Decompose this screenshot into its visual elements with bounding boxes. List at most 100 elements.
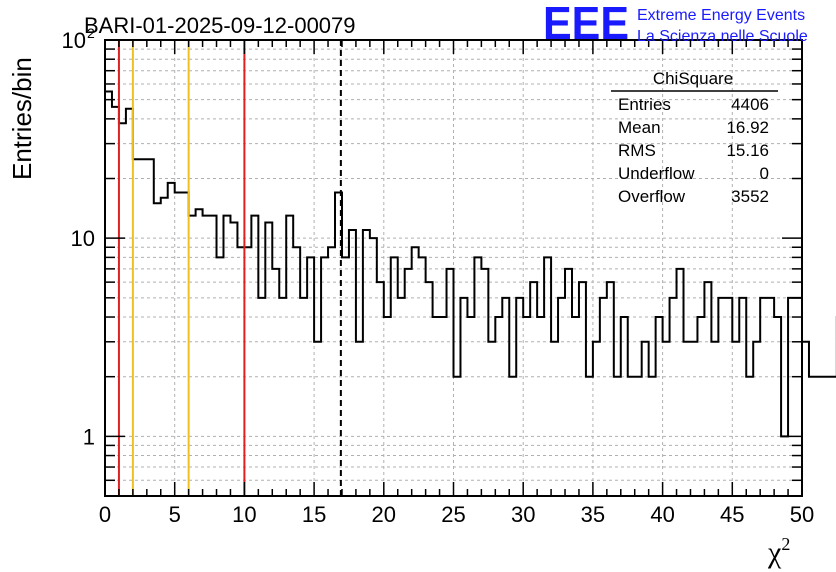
histogram-bar	[196, 209, 203, 496]
stats-title: ChiSquare	[653, 69, 733, 88]
histogram-bar	[119, 123, 126, 496]
histogram-bar	[244, 247, 251, 496]
histogram-bar	[767, 298, 774, 496]
histogram-bar	[265, 222, 272, 496]
histogram-bar	[704, 282, 711, 496]
x-axis-symbol: χ	[767, 536, 782, 569]
histogram-bar	[460, 298, 467, 496]
histogram-bar	[565, 269, 572, 496]
histogram-bar	[112, 107, 119, 496]
histogram-bar	[293, 247, 300, 496]
stats-rms-label: RMS	[618, 141, 656, 160]
histogram-bar	[126, 109, 133, 496]
histogram-bar	[412, 247, 419, 496]
histogram-bar	[809, 377, 816, 496]
histogram-bar	[398, 298, 405, 496]
histogram-bar	[363, 230, 370, 496]
marker-lines	[117, 40, 342, 496]
histogram-bar	[467, 317, 474, 496]
histogram-bar	[579, 282, 586, 496]
histogram-bar	[314, 342, 321, 496]
histogram-bar	[816, 377, 823, 496]
y-tick-label: 10	[71, 226, 95, 251]
histogram-bar	[677, 269, 684, 496]
stats-mean-label: Mean	[618, 118, 661, 137]
histogram-bar	[621, 317, 628, 496]
histogram-bar	[670, 298, 677, 496]
stats-entries-value: 4406	[731, 95, 769, 114]
x-tick-label: 0	[99, 502, 111, 527]
histogram-bar	[732, 342, 739, 496]
histogram-bar	[551, 342, 558, 496]
stats-box: ChiSquare Entries 4406 Mean 16.92 RMS 15…	[611, 69, 778, 206]
x-tick-label: 50	[790, 502, 814, 527]
x-tick-label: 40	[650, 502, 674, 527]
histogram-bar	[440, 317, 447, 496]
logo-line2: La Scienza nelle Scuole	[637, 28, 808, 45]
histogram-bar	[558, 298, 565, 496]
x-tick-label: 10	[232, 502, 256, 527]
stats-overflow-label: Overflow	[618, 187, 686, 206]
histogram-bar	[739, 298, 746, 496]
y-axis-label: Entries/bin	[7, 57, 37, 180]
y-tick-label-superscript: 2	[87, 25, 95, 41]
histogram-bar	[718, 298, 725, 496]
histogram-bar	[495, 317, 502, 496]
x-tick-label: 25	[441, 502, 465, 527]
histogram-bar	[237, 247, 244, 496]
histogram-bar	[788, 298, 795, 496]
histogram-bar	[642, 342, 649, 496]
histogram-bar	[447, 269, 454, 496]
stats-entries-label: Entries	[618, 95, 671, 114]
histogram-bar	[830, 377, 836, 496]
histogram-bar	[774, 317, 781, 496]
histogram-bar	[105, 91, 112, 496]
histogram-bar	[161, 198, 168, 496]
histogram-bar	[711, 342, 718, 496]
stats-mean-value: 16.92	[726, 118, 769, 137]
histogram-bar	[356, 342, 363, 496]
histogram-bar	[607, 282, 614, 496]
eee-logo: EEE Extreme Energy Events La Scienza nel…	[543, 0, 808, 49]
histogram-bar	[370, 238, 377, 496]
histogram-bar	[516, 298, 523, 496]
histogram-bar	[593, 342, 600, 496]
x-tick-label: 20	[372, 502, 396, 527]
histogram-bar	[502, 298, 509, 496]
histogram-bar	[349, 230, 356, 496]
histogram-bar	[328, 247, 335, 496]
histogram-bar	[656, 317, 663, 496]
histogram-bar	[802, 342, 809, 496]
x-tick-label: 5	[169, 502, 181, 527]
histogram-bar	[384, 317, 391, 496]
stats-underflow-value: 0	[760, 164, 769, 183]
histogram-bar	[230, 222, 237, 496]
histogram-bar	[433, 317, 440, 496]
axis-ticks	[104, 39, 803, 497]
x-tick-label: 30	[511, 502, 535, 527]
chart-title: BARI-01-2025-09-12-00079	[84, 13, 356, 38]
histogram-bar	[279, 298, 286, 496]
x-tick-label: 45	[720, 502, 744, 527]
histogram-bar	[405, 269, 412, 496]
histogram-bar	[168, 183, 175, 496]
histogram-bar	[523, 317, 530, 496]
y-tick-label: 1	[83, 424, 95, 449]
histogram-bar	[377, 282, 384, 496]
x-tick-label: 35	[581, 502, 605, 527]
stats-rms-value: 15.16	[726, 141, 769, 160]
histogram-bar	[426, 282, 433, 496]
histogram-bar	[725, 298, 732, 496]
histogram-bar	[572, 317, 579, 496]
histogram-bar	[272, 269, 279, 496]
histogram-outline	[105, 90, 836, 438]
histogram-bar	[488, 342, 495, 496]
x-axis-label: χ2	[767, 534, 790, 569]
x-axis-superscript: 2	[781, 534, 790, 554]
histogram-bar	[823, 377, 830, 496]
histogram-bar	[530, 282, 537, 496]
x-tick-label: 15	[302, 502, 326, 527]
stats-overflow-value: 3552	[731, 187, 769, 206]
